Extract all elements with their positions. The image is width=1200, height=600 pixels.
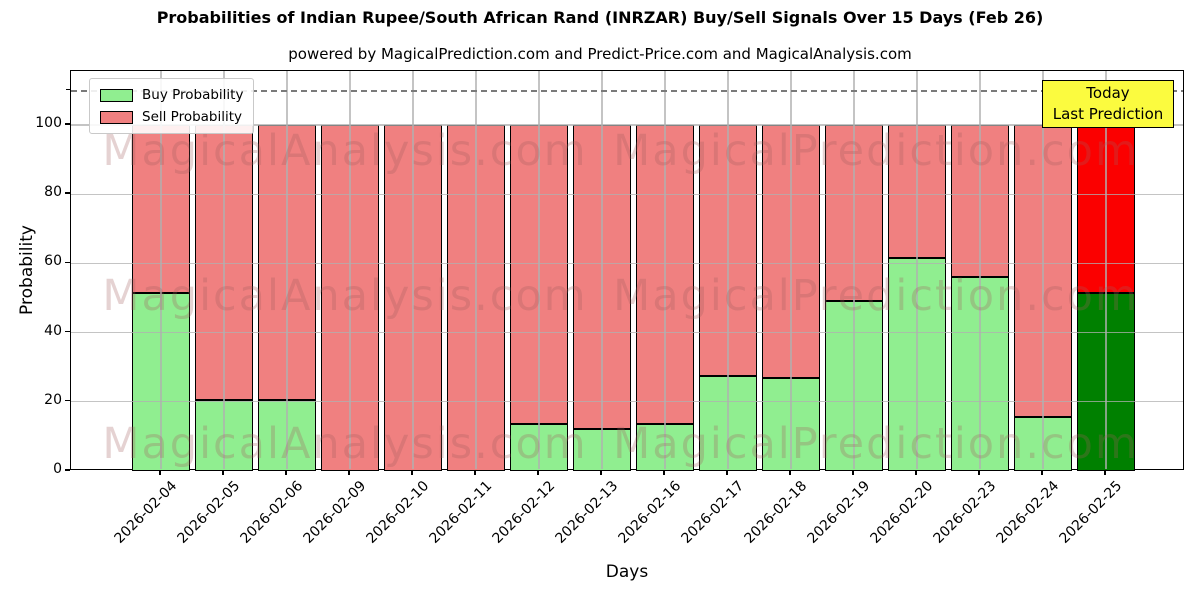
gridline-horizontal xyxy=(71,124,1183,126)
x-tick-mark xyxy=(852,470,854,475)
gridline-horizontal xyxy=(71,401,1183,403)
buy-probability-swatch-icon xyxy=(100,88,133,102)
gridline-horizontal xyxy=(71,331,1183,334)
legend-sell-label: Sell Probability xyxy=(142,109,243,125)
x-tick-mark xyxy=(1104,470,1106,475)
x-tick-mark xyxy=(789,470,791,475)
legend: Buy Probability Sell Probability xyxy=(89,78,255,134)
y-tick-label: 100 xyxy=(35,114,62,131)
y-tick-label: 60 xyxy=(44,253,62,270)
y-tick-label: 0 xyxy=(53,461,62,477)
gridline-vertical xyxy=(1042,71,1044,469)
watermark-text: MagicalAnalysis.com xyxy=(102,419,588,469)
x-tick-mark xyxy=(978,470,980,475)
today-annotation: Today Last Prediction xyxy=(1042,80,1174,128)
gridline-vertical xyxy=(160,71,162,469)
y-tick-label: 40 xyxy=(44,322,62,339)
y-tick-label: 80 xyxy=(44,184,62,201)
x-tick-mark xyxy=(285,470,287,475)
x-axis-label: Days xyxy=(605,562,649,582)
watermark-text: MagicalPrediction.com xyxy=(613,419,1139,469)
chart-subtitle: powered by MagicalPrediction.com and Pre… xyxy=(288,45,912,63)
legend-item-buy: Buy Probability xyxy=(100,87,243,103)
x-tick-mark xyxy=(537,470,539,475)
y-tick-label: 20 xyxy=(44,391,62,408)
gridline-vertical xyxy=(1105,71,1107,469)
gridline-vertical xyxy=(538,71,540,469)
watermark-text: MagicalAnalysis.com xyxy=(102,271,588,321)
y-tick-mark xyxy=(65,261,70,264)
watermark-text: MagicalAnalysis.com xyxy=(102,126,588,176)
watermark-text: MagicalPrediction.com xyxy=(613,126,1139,176)
today-annotation-line1: Today xyxy=(1086,84,1130,102)
gridline-vertical xyxy=(223,71,225,469)
y-axis-label: Probability xyxy=(17,225,37,315)
x-tick-mark xyxy=(348,470,350,475)
plot-area: MagicalAnalysis.com MagicalPrediction.com… xyxy=(70,70,1184,471)
gridline-vertical xyxy=(286,71,288,469)
x-tick-mark xyxy=(915,470,917,475)
gridline-vertical xyxy=(916,71,918,469)
legend-item-sell: Sell Probability xyxy=(100,109,243,125)
x-tick-mark xyxy=(159,470,161,475)
gridline-horizontal xyxy=(71,262,1183,264)
y-tick-mark xyxy=(65,123,70,125)
x-tick-mark xyxy=(222,470,224,475)
gridline-vertical xyxy=(349,71,351,469)
gridline-vertical xyxy=(853,71,855,469)
x-tick-mark xyxy=(663,470,665,475)
x-tick-mark xyxy=(474,470,476,475)
gridline-vertical xyxy=(979,71,981,469)
gridline-vertical xyxy=(412,71,414,469)
sell-probability-swatch-icon xyxy=(100,110,133,124)
x-tick-mark xyxy=(1041,470,1043,475)
y-tick-mark xyxy=(65,469,70,471)
y-tick-mark xyxy=(65,192,70,194)
gridline-vertical xyxy=(727,71,729,469)
watermark-text: MagicalPrediction.com xyxy=(613,271,1139,321)
gridline-vertical xyxy=(790,71,792,469)
gridline-vertical xyxy=(601,71,603,469)
x-tick-mark xyxy=(411,470,413,475)
today-annotation-line2: Last Prediction xyxy=(1052,105,1164,123)
threshold-dashed-line xyxy=(71,90,1183,92)
x-tick-mark xyxy=(600,470,602,475)
y-tick-mark xyxy=(65,330,70,333)
x-tick-mark xyxy=(726,470,728,475)
legend-buy-label: Buy Probability xyxy=(142,87,244,103)
gridline-vertical xyxy=(664,71,666,469)
y-tick-mark xyxy=(65,400,70,402)
chart-title: Probabilities of Indian Rupee/South Afri… xyxy=(156,8,1044,27)
gridline-vertical xyxy=(475,71,477,469)
y-minor-tick-mark xyxy=(66,88,71,91)
gridline-horizontal xyxy=(71,193,1183,195)
